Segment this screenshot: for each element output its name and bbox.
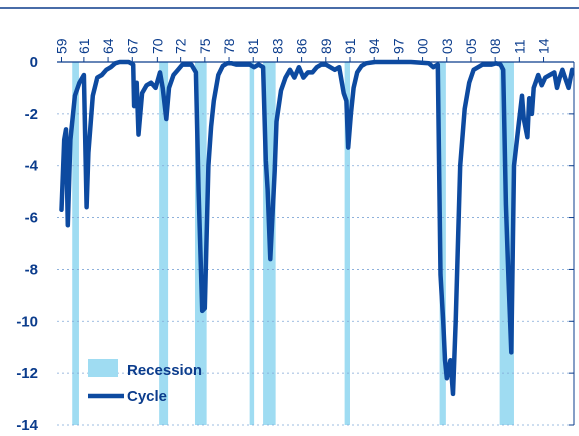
x-tick-label: 05 [463,38,479,54]
recession-bar [439,62,446,425]
x-tick-label: 94 [366,38,382,54]
legend-swatch-recession [88,359,118,377]
x-tick-label: 97 [390,38,406,54]
legend-label-cycle: Cycle [127,388,167,405]
x-tick-label: 61 [76,38,92,54]
x-tick-label: 70 [149,38,165,54]
axes [57,61,575,425]
x-tick-label: 75 [197,38,213,54]
series-line-cycle [59,59,575,397]
recession-bar [159,62,169,425]
x-tick-label: 64 [100,38,116,54]
x-tick-label: 72 [173,38,189,54]
x-tick-label: 91 [342,38,358,54]
y-tick-label: -4 [25,158,39,175]
x-tick-label: 78 [221,38,237,54]
y-tick-label: -2 [25,106,38,123]
y-tick-label: -12 [16,365,38,382]
recession-bar [249,62,255,425]
recession-bar [72,62,79,425]
x-tick-label: 67 [124,38,140,54]
x-tick-label: 89 [318,38,334,54]
y-tick-label: -10 [16,313,38,330]
x-tick-label: 83 [269,38,285,54]
x-tick-label: 81 [245,38,261,54]
x-tick-labels: 59 61 64 67 70 72 75 78 81 83 86 89 91 94 97 00 03 05 08 11… [53,38,552,62]
x-tick-label: 03 [439,38,455,54]
x-tick-label: 59 [53,38,69,54]
x-tick-label: 00 [415,38,431,54]
x-tick-label: 08 [487,38,503,54]
y-tick-labels: 0 -2 -4 -6 -8 -10 -12 -14 [16,54,38,434]
y-tick-label: -6 [25,210,38,227]
gridlines [57,61,574,426]
legend-label-recession: Recession [127,362,202,379]
legend: Recession Cycle [88,359,202,405]
y-tick-label: 0 [30,54,38,71]
y-tick-label: -14 [16,417,38,434]
y-tick-label: -8 [25,261,38,278]
x-tick-label: 86 [294,38,310,54]
recession-bar [344,62,350,425]
x-tick-label: 11 [511,39,527,54]
x-tick-label: 14 [536,38,552,54]
